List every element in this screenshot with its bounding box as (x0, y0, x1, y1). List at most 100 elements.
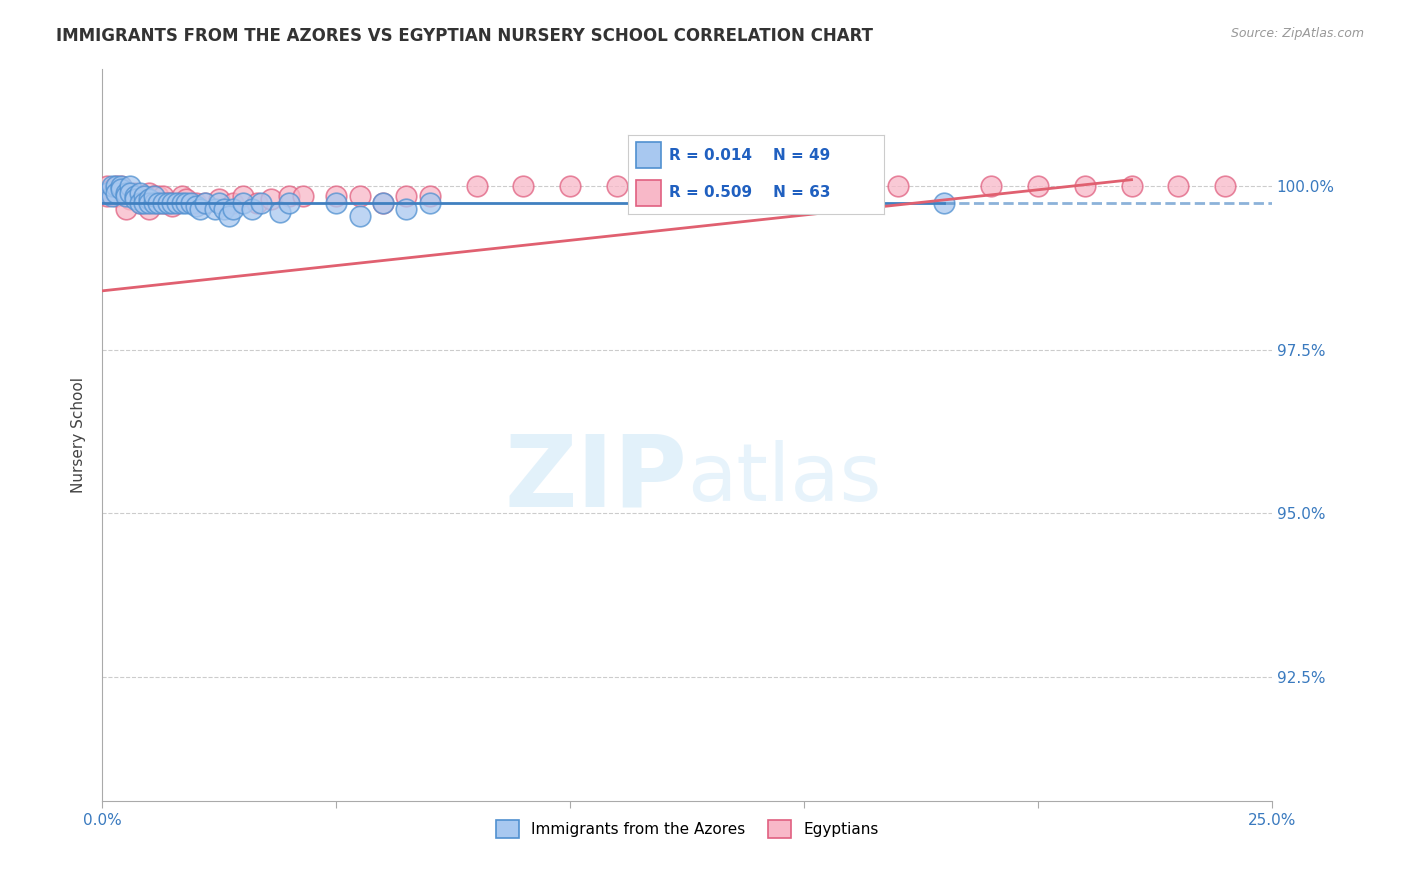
Point (349, 209, 371, 223)
Point (194, 195, 217, 210)
Point (208, 192, 231, 206)
Point (128, 195, 150, 210)
Point (134, 192, 156, 206)
Point (142, 195, 165, 210)
Point (148, 195, 170, 210)
Point (1026, 179, 1049, 194)
Point (156, 195, 179, 210)
Point (124, 186, 146, 200)
Point (371, 195, 394, 210)
Point (558, 179, 581, 194)
Point (222, 195, 245, 210)
Point (120, 186, 142, 200)
Point (269, 205, 291, 219)
Point (162, 195, 184, 210)
Point (105, 186, 128, 200)
Point (180, 195, 202, 210)
Point (176, 192, 198, 206)
Point (184, 195, 207, 210)
Point (166, 195, 188, 210)
Point (100, 182, 122, 196)
Point (96, 189, 118, 203)
Text: IMMIGRANTS FROM THE AZORES VS EGYPTIAN NURSERY SCHOOL CORRELATION CHART: IMMIGRANTS FROM THE AZORES VS EGYPTIAN N… (56, 27, 873, 45)
Point (886, 179, 908, 194)
Point (105, 182, 128, 196)
Point (259, 192, 281, 206)
Point (120, 189, 142, 203)
Point (142, 195, 165, 210)
Point (170, 195, 193, 210)
Point (152, 195, 174, 210)
Point (278, 195, 301, 210)
Point (194, 195, 217, 210)
Point (148, 189, 170, 203)
Point (114, 202, 136, 216)
Point (395, 189, 418, 203)
Point (699, 179, 721, 194)
Point (142, 189, 165, 203)
Point (120, 192, 142, 206)
Text: R = 0.014    N = 49: R = 0.014 N = 49 (669, 148, 830, 163)
Point (292, 189, 315, 203)
Point (152, 189, 174, 203)
Point (110, 182, 132, 196)
Point (349, 189, 371, 203)
Point (128, 195, 150, 210)
Point (1074, 179, 1097, 194)
Point (166, 195, 188, 210)
Bar (636, 143, 661, 169)
Point (148, 195, 170, 210)
Point (184, 199, 207, 213)
Point (100, 189, 122, 203)
Point (246, 195, 269, 210)
Point (138, 195, 160, 210)
Point (162, 195, 184, 210)
Point (325, 189, 347, 203)
Point (793, 179, 815, 194)
Point (110, 182, 132, 196)
Point (162, 199, 184, 213)
Point (105, 179, 128, 194)
Point (138, 195, 160, 210)
Point (114, 186, 136, 200)
Point (325, 195, 347, 210)
Point (105, 189, 128, 203)
Point (176, 195, 198, 210)
Point (142, 189, 165, 203)
Point (128, 186, 150, 200)
Point (105, 179, 128, 194)
Point (128, 189, 150, 203)
Text: ZIP: ZIP (505, 430, 688, 527)
Point (980, 179, 1002, 194)
Point (278, 189, 301, 203)
Point (110, 179, 132, 194)
Point (419, 189, 441, 203)
Point (652, 195, 675, 210)
Point (212, 202, 235, 216)
Point (134, 189, 156, 203)
Point (156, 195, 179, 210)
Point (124, 192, 146, 206)
Point (138, 192, 160, 206)
Point (232, 189, 254, 203)
Point (934, 195, 956, 210)
Point (114, 189, 136, 203)
Point (100, 179, 122, 194)
Point (240, 202, 263, 216)
Point (152, 195, 174, 210)
Point (138, 202, 160, 216)
Point (124, 189, 146, 203)
Point (465, 179, 488, 194)
Point (138, 186, 160, 200)
Point (512, 179, 534, 194)
Point (208, 195, 231, 210)
Point (96, 186, 118, 200)
Point (222, 202, 245, 216)
Point (1167, 179, 1189, 194)
Point (120, 179, 142, 194)
Point (1121, 179, 1143, 194)
Point (419, 195, 441, 210)
Point (114, 189, 136, 203)
Text: Source: ZipAtlas.com: Source: ZipAtlas.com (1230, 27, 1364, 40)
Point (395, 202, 418, 216)
